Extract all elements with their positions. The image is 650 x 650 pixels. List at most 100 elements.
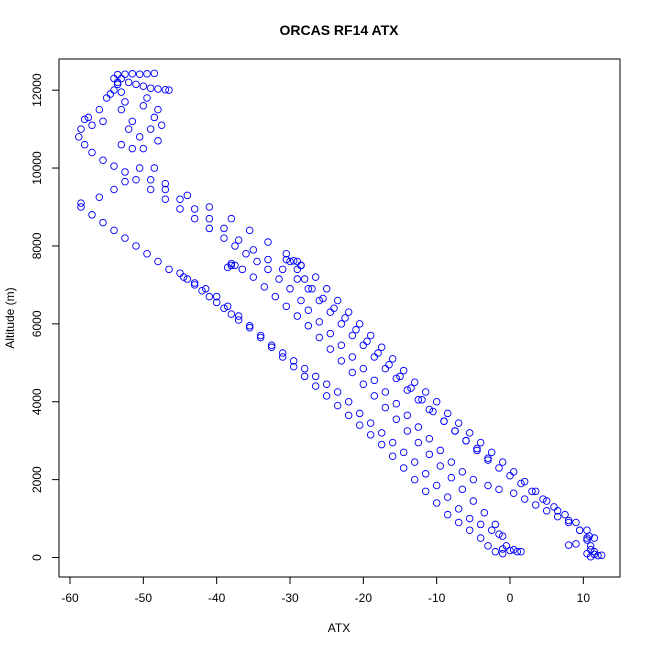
data-point: [344, 308, 353, 316]
data-point: [322, 285, 331, 293]
data-point: [183, 191, 192, 200]
data-point: [234, 316, 243, 324]
data-point: [355, 421, 364, 429]
data-point: [590, 550, 599, 559]
x-tick-label: -10: [428, 591, 446, 605]
data-point: [326, 329, 335, 338]
data-point: [418, 396, 426, 404]
data-point: [135, 164, 144, 172]
data-point: [150, 69, 159, 78]
data-point: [399, 448, 408, 457]
data-point: [495, 530, 503, 538]
data-point: [443, 510, 452, 519]
data-point: [432, 481, 441, 490]
data-point: [484, 481, 492, 490]
data-point: [403, 411, 412, 420]
data-point: [121, 98, 129, 106]
data-point: [99, 117, 107, 126]
data-point: [432, 397, 441, 406]
data-point: [201, 285, 210, 293]
data-point: [333, 296, 342, 305]
data-point: [363, 337, 371, 346]
x-tick-label: -60: [61, 591, 79, 605]
data-point: [110, 185, 118, 194]
data-point: [539, 495, 547, 503]
data-point: [124, 78, 133, 87]
data-point: [498, 549, 507, 558]
data-point: [495, 464, 503, 472]
data-point: [135, 70, 144, 78]
data-point: [282, 249, 291, 258]
data-point: [154, 85, 162, 93]
data-point: [117, 140, 126, 149]
data-point: [465, 514, 474, 523]
data-point: [370, 353, 379, 361]
data-point: [271, 292, 280, 301]
data-point: [517, 479, 525, 488]
data-point: [506, 471, 514, 480]
data-point: [132, 175, 140, 184]
data-point: [575, 526, 584, 535]
data-point: [77, 199, 85, 207]
x-tick-label: -50: [135, 591, 153, 605]
data-point: [88, 121, 96, 129]
data-point: [597, 551, 606, 559]
data-point: [121, 177, 129, 186]
data-point: [146, 84, 155, 92]
data-point: [80, 140, 89, 149]
data-point: [473, 444, 481, 453]
data-point: [341, 314, 349, 322]
data-point: [110, 74, 118, 83]
data-point: [407, 384, 415, 392]
data-point: [396, 372, 404, 381]
data-point: [319, 294, 327, 303]
data-point: [293, 312, 302, 320]
data-point: [476, 534, 485, 542]
data-point: [238, 265, 247, 274]
data-point: [465, 526, 474, 535]
data-point: [113, 70, 122, 79]
data-point: [278, 353, 287, 361]
data-point: [128, 70, 137, 78]
y-tick-label: 8000: [30, 232, 44, 259]
data-point: [146, 175, 155, 184]
data-point: [561, 510, 569, 519]
data-point: [348, 368, 357, 377]
data-point: [513, 547, 522, 556]
data-point: [286, 257, 294, 266]
data-point: [220, 224, 228, 233]
data-point: [293, 265, 302, 274]
data-point: [161, 179, 170, 188]
data-point: [333, 388, 342, 396]
data-point: [572, 540, 580, 548]
data-point: [297, 296, 305, 305]
data-point: [286, 285, 294, 293]
x-axis-label: ATX: [328, 621, 350, 635]
data-point: [550, 503, 558, 511]
data-point: [484, 456, 492, 464]
data-point: [564, 516, 573, 525]
data-point: [509, 468, 518, 476]
data-point: [315, 296, 324, 305]
data-point: [491, 547, 500, 556]
data-point: [154, 105, 162, 114]
data-point: [300, 275, 309, 283]
data-point: [458, 468, 467, 476]
data-point: [583, 534, 591, 542]
data-point: [264, 255, 272, 264]
data-point: [440, 417, 448, 425]
data-point: [297, 261, 305, 270]
data-point: [520, 477, 529, 486]
data-point: [480, 508, 489, 517]
data-point: [388, 452, 397, 461]
y-tick-label: 6000: [30, 310, 44, 337]
data-point: [590, 534, 599, 542]
data-point: [491, 520, 500, 529]
data-point: [220, 304, 228, 313]
data-point: [117, 74, 126, 83]
data-point: [124, 125, 133, 133]
y-axis-label: Altitude (m): [3, 287, 17, 348]
data-point: [99, 156, 107, 165]
